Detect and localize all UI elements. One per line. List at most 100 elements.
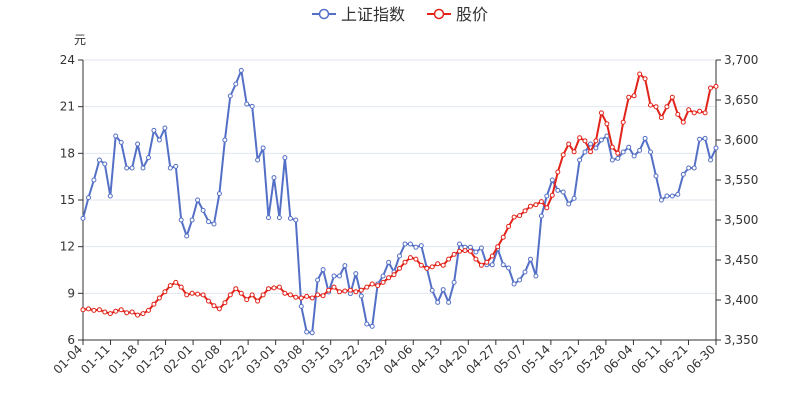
data-point[interactable] xyxy=(195,197,201,203)
data-point[interactable] xyxy=(626,144,632,150)
data-point[interactable] xyxy=(276,284,282,290)
data-point[interactable] xyxy=(140,311,146,317)
data-point[interactable] xyxy=(347,287,353,293)
data-point[interactable] xyxy=(315,292,321,298)
data-point[interactable] xyxy=(375,283,381,289)
data-point[interactable] xyxy=(282,290,288,296)
data-point[interactable] xyxy=(195,291,201,297)
data-point[interactable] xyxy=(500,234,506,240)
data-point[interactable] xyxy=(642,76,648,82)
data-point[interactable] xyxy=(446,299,452,305)
data-point[interactable] xyxy=(615,155,621,161)
data-point[interactable] xyxy=(598,137,604,143)
data-point[interactable] xyxy=(249,292,255,298)
data-point[interactable] xyxy=(276,215,282,221)
data-point[interactable] xyxy=(517,277,523,283)
data-point[interactable] xyxy=(358,293,364,299)
data-point[interactable] xyxy=(216,191,222,197)
data-point[interactable] xyxy=(358,287,364,293)
data-point[interactable] xyxy=(511,214,517,220)
data-point[interactable] xyxy=(391,272,397,278)
data-point[interactable] xyxy=(478,245,484,251)
data-point[interactable] xyxy=(402,241,408,247)
data-point[interactable] xyxy=(506,265,512,271)
data-point[interactable] xyxy=(675,111,681,117)
data-point[interactable] xyxy=(107,193,113,199)
data-point[interactable] xyxy=(184,292,190,298)
data-point[interactable] xyxy=(364,284,370,290)
data-point[interactable] xyxy=(549,177,555,183)
data-point[interactable] xyxy=(484,259,490,265)
data-point[interactable] xyxy=(151,127,157,133)
data-point[interactable] xyxy=(637,147,643,153)
data-point[interactable] xyxy=(320,293,326,299)
data-point[interactable] xyxy=(80,307,86,313)
data-point[interactable] xyxy=(653,173,659,179)
data-point[interactable] xyxy=(309,295,315,301)
data-point[interactable] xyxy=(91,307,97,313)
data-point[interactable] xyxy=(96,307,102,313)
data-point[interactable] xyxy=(691,110,697,116)
data-point[interactable] xyxy=(495,244,501,250)
data-point[interactable] xyxy=(577,157,583,163)
data-point[interactable] xyxy=(691,165,697,171)
data-point[interactable] xyxy=(353,271,359,277)
data-point[interactable] xyxy=(129,165,135,171)
data-point[interactable] xyxy=(522,208,528,214)
data-point[interactable] xyxy=(642,135,648,141)
legend-item-price[interactable]: 股价 xyxy=(427,5,488,24)
data-point[interactable] xyxy=(538,213,544,219)
data-point[interactable] xyxy=(238,67,244,73)
data-point[interactable] xyxy=(702,110,708,116)
data-point[interactable] xyxy=(298,303,304,309)
data-point[interactable] xyxy=(369,323,375,329)
data-point[interactable] xyxy=(397,253,402,259)
data-point[interactable] xyxy=(91,177,97,183)
data-point[interactable] xyxy=(407,255,413,261)
data-point[interactable] xyxy=(467,244,473,250)
data-point[interactable] xyxy=(287,215,293,221)
data-point[interactable] xyxy=(249,103,255,109)
data-point[interactable] xyxy=(664,193,670,199)
data-point[interactable] xyxy=(293,217,299,223)
data-point[interactable] xyxy=(669,193,675,199)
data-point[interactable] xyxy=(129,309,135,315)
data-point[interactable] xyxy=(506,223,512,229)
data-point[interactable] xyxy=(320,267,326,273)
data-point[interactable] xyxy=(353,289,359,295)
data-point[interactable] xyxy=(260,145,266,151)
data-point[interactable] xyxy=(102,161,108,167)
data-point[interactable] xyxy=(593,138,599,144)
data-point[interactable] xyxy=(528,203,533,209)
data-point[interactable] xyxy=(86,306,91,312)
data-point[interactable] xyxy=(386,259,392,265)
data-point[interactable] xyxy=(140,165,146,171)
data-point[interactable] xyxy=(680,171,686,177)
data-point[interactable] xyxy=(658,115,664,121)
data-point[interactable] xyxy=(446,256,452,262)
data-point[interactable] xyxy=(544,193,550,199)
data-point[interactable] xyxy=(227,93,233,99)
data-point[interactable] xyxy=(522,269,528,275)
data-point[interactable] xyxy=(271,175,277,181)
data-point[interactable] xyxy=(489,253,495,259)
data-point[interactable] xyxy=(233,286,239,292)
data-point[interactable] xyxy=(669,94,675,100)
data-point[interactable] xyxy=(697,108,703,114)
data-point[interactable] xyxy=(571,195,577,201)
data-point[interactable] xyxy=(178,284,184,290)
data-point[interactable] xyxy=(167,165,173,171)
data-point[interactable] xyxy=(206,298,211,304)
data-point[interactable] xyxy=(200,292,206,298)
data-point[interactable] xyxy=(533,273,539,279)
data-point[interactable] xyxy=(80,215,86,221)
data-point[interactable] xyxy=(184,233,190,239)
data-point[interactable] xyxy=(489,262,495,268)
data-point[interactable] xyxy=(429,287,435,293)
data-point[interactable] xyxy=(124,165,130,171)
data-point[interactable] xyxy=(637,71,643,77)
data-point[interactable] xyxy=(702,135,708,141)
data-point[interactable] xyxy=(216,306,222,312)
data-point[interactable] xyxy=(407,241,413,247)
data-point[interactable] xyxy=(380,273,386,279)
